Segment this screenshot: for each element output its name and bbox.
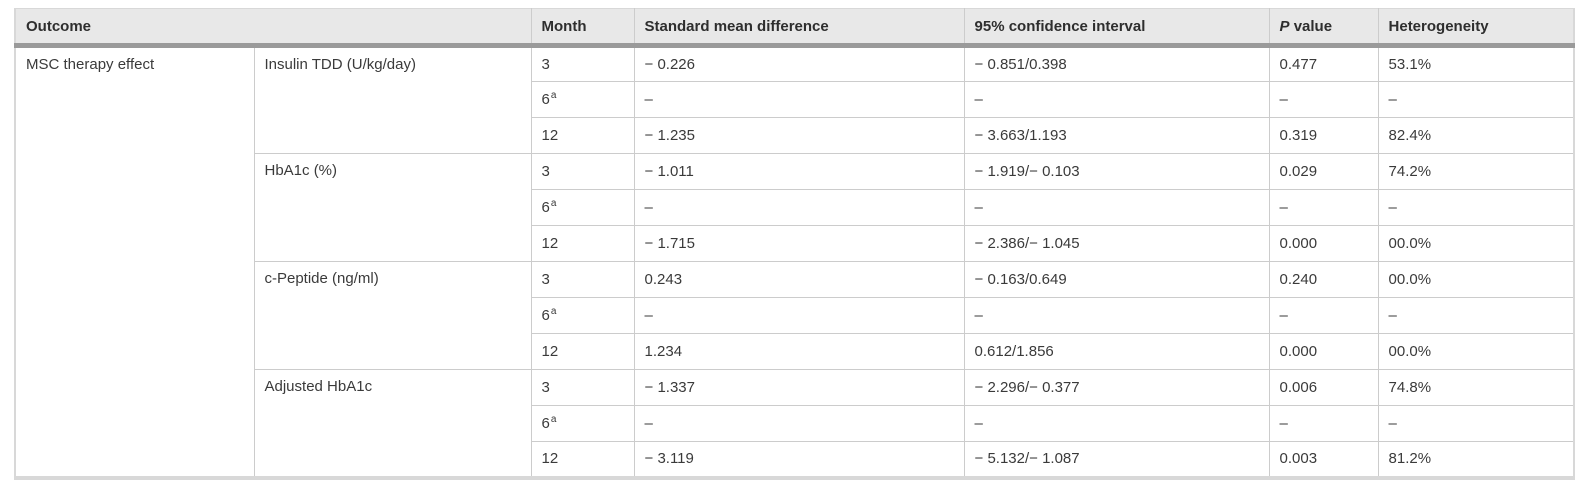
table-row: 6a – – – –	[15, 297, 1575, 334]
table-row: 12− 3.119− 5.132/− 1.087 0.003 81.2%	[15, 441, 1575, 478]
table-row: MSC therapy effect Insulin TDD (U/kg/day)…	[14, 45, 1575, 478]
outcome-group-cell: MSC therapy effect	[14, 45, 255, 478]
table-row: 12− 1.235− 3.663/1.193 0.319 82.4%	[15, 117, 1575, 154]
p-value-cell: –	[1268, 297, 1379, 334]
p-value-cell: –	[1268, 189, 1379, 226]
smd-cell: − 1.715	[633, 225, 965, 262]
smd-cell: 0.243	[633, 261, 965, 298]
heterogeneity-cell: 00.0%	[1377, 333, 1575, 370]
month-cell: 12	[530, 225, 635, 262]
month-cell: 12	[530, 333, 635, 370]
measure-cell: Insulin TDD (U/kg/day)	[253, 45, 532, 154]
smd-cell: 1.234	[633, 333, 965, 370]
ci-cell: –	[963, 405, 1270, 442]
ci-cell: − 2.386/− 1.045	[963, 225, 1270, 262]
p-value-rest: value	[1289, 17, 1333, 35]
heterogeneity-cell: –	[1377, 297, 1575, 334]
smd-cell: − 0.226	[633, 45, 965, 82]
heterogeneity-cell: 74.8%	[1377, 369, 1575, 406]
heterogeneity-cell: 00.0%	[1377, 225, 1575, 262]
heterogeneity-cell: 82.4%	[1377, 117, 1575, 154]
month-cell: 6a	[530, 405, 635, 442]
month-cell: 3	[530, 153, 635, 190]
heterogeneity-cell: –	[1377, 81, 1575, 118]
p-value-cell: 0.000	[1268, 225, 1379, 262]
col-header-outcome: Outcome	[15, 8, 532, 48]
month-cell: 12	[530, 117, 635, 154]
col-header-p-value: P value	[1268, 8, 1379, 48]
ci-cell: –	[963, 297, 1270, 334]
table-body: MSC therapy effect Insulin TDD (U/kg/day)…	[14, 45, 1575, 478]
month-cell: 3	[530, 45, 635, 82]
ci-cell: − 5.132/− 1.087	[963, 441, 1270, 478]
footnote-marker: a	[550, 306, 557, 317]
table-row: 12 1.234 0.612/1.856 0.000 00.0%	[15, 333, 1575, 370]
table-row: Adjusted HbA1c 3− 1.337− 2.296/− 0.377 0.0…	[15, 369, 1575, 478]
heterogeneity-cell: 74.2%	[1377, 153, 1575, 190]
table-row: HbA1c (%) 3− 1.011− 1.919/− 0.103 0.029 74.…	[15, 153, 1575, 262]
p-value-cell: –	[1268, 405, 1379, 442]
heterogeneity-cell: 81.2%	[1377, 441, 1575, 478]
table-row: c-Peptide (ng/ml) 3 0.243− 0.163/0.649 0.24…	[15, 261, 1575, 370]
smd-cell: − 1.235	[633, 117, 965, 154]
month-cell: 3	[530, 261, 635, 298]
p-value-cell: 0.003	[1268, 441, 1379, 478]
p-value-cell: 0.006	[1268, 369, 1379, 406]
table-row: 6a – – – –	[15, 189, 1575, 226]
table-row: 6a – – – –	[15, 405, 1575, 442]
month-cell: 6a	[530, 189, 635, 226]
month-cell: 6a	[530, 81, 635, 118]
ci-cell: –	[963, 81, 1270, 118]
ci-cell: − 2.296/− 0.377	[963, 369, 1270, 406]
month-cell: 12	[530, 441, 635, 478]
ci-cell: 0.612/1.856	[963, 333, 1270, 370]
p-value-cell: 0.029	[1268, 153, 1379, 190]
heterogeneity-cell: 53.1%	[1377, 45, 1575, 82]
p-value-italic: P	[1279, 17, 1290, 35]
heterogeneity-cell: –	[1377, 189, 1575, 226]
smd-cell: –	[633, 81, 965, 118]
smd-cell: − 1.011	[633, 153, 965, 190]
smd-cell: − 1.337	[633, 369, 965, 406]
smd-cell: − 3.119	[633, 441, 965, 478]
smd-cell: –	[633, 297, 965, 334]
col-header-ci: 95% confidence interval	[963, 8, 1270, 48]
results-table: Outcome Month Standard mean difference 9…	[14, 8, 1576, 480]
heterogeneity-cell: 00.0%	[1377, 261, 1575, 298]
month-cell: 6a	[530, 297, 635, 334]
table-row: 12− 1.715− 2.386/− 1.045 0.000 00.0%	[15, 225, 1575, 262]
measure-cell: Adjusted HbA1c	[253, 369, 532, 478]
p-value-cell: 0.477	[1268, 45, 1379, 82]
ci-cell: − 1.919/− 0.103	[963, 153, 1270, 190]
col-header-smd: Standard mean difference	[633, 8, 965, 48]
header-row: Outcome Month Standard mean difference 9…	[15, 8, 1575, 48]
ci-cell: − 0.851/0.398	[963, 45, 1270, 82]
heterogeneity-cell: –	[1377, 405, 1575, 442]
table-row: 6a – – – –	[15, 81, 1575, 118]
p-value-cell: 0.000	[1268, 333, 1379, 370]
p-value-cell: 0.319	[1268, 117, 1379, 154]
footnote-marker: a	[550, 90, 557, 101]
footnote-marker: a	[550, 198, 557, 209]
ci-cell: − 0.163/0.649	[963, 261, 1270, 298]
col-header-month: Month	[530, 8, 635, 48]
p-value-cell: –	[1268, 81, 1379, 118]
p-value-cell: 0.240	[1268, 261, 1379, 298]
month-cell: 3	[530, 369, 635, 406]
smd-cell: –	[633, 189, 965, 226]
ci-cell: − 3.663/1.193	[963, 117, 1270, 154]
ci-cell: –	[963, 189, 1270, 226]
col-header-heterogeneity: Heterogeneity	[1377, 8, 1575, 48]
measure-cell: c-Peptide (ng/ml)	[253, 261, 532, 370]
smd-cell: –	[633, 405, 965, 442]
table-header: Outcome Month Standard mean difference 9…	[15, 8, 1575, 48]
footnote-marker: a	[550, 414, 557, 425]
measure-cell: HbA1c (%)	[253, 153, 532, 262]
